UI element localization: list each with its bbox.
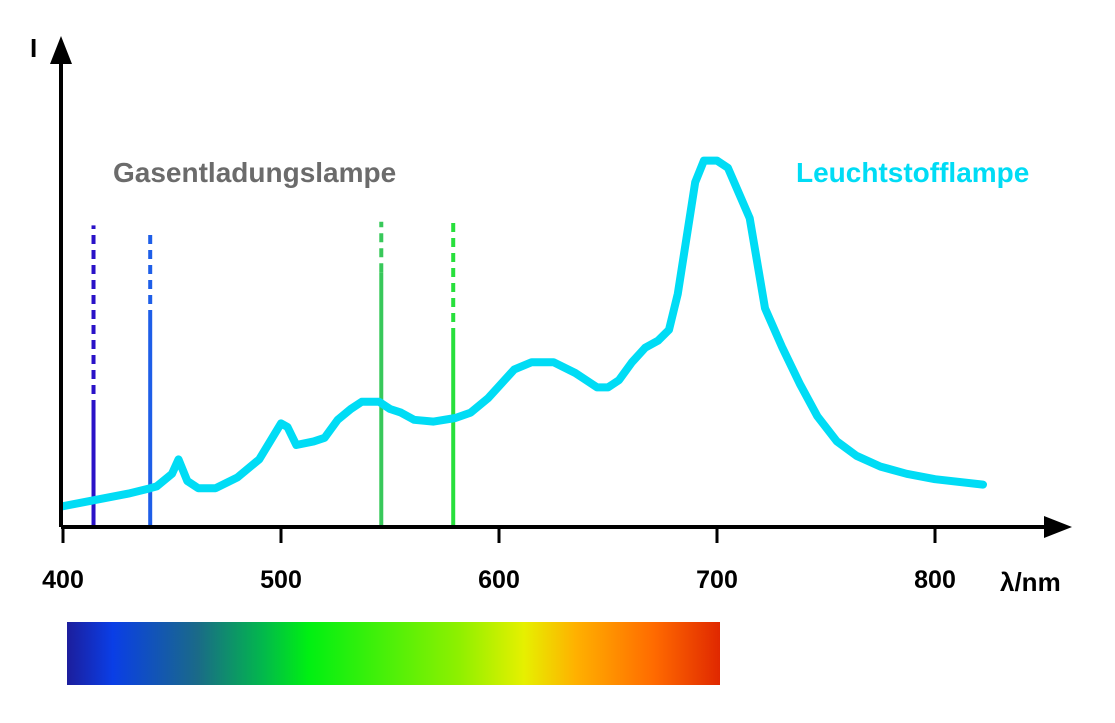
fluorescent-curve-layer <box>59 156 987 511</box>
x-tick-label: 400 <box>42 566 84 594</box>
x-tick-label: 800 <box>914 566 956 594</box>
visible-spectrum-bar <box>67 622 720 685</box>
y-axis-arrow-icon <box>50 36 72 64</box>
gas-discharge-lamp-label: Gasentladungslampe <box>113 157 396 188</box>
x-tick-label: 500 <box>260 566 302 594</box>
x-axis-arrow-icon <box>1044 516 1072 538</box>
x-ticks: 400 500 600 700 800 <box>42 527 956 594</box>
emission-lines <box>91 221 456 527</box>
x-axis-label: λ/nm <box>1000 567 1061 597</box>
x-tick-label: 600 <box>478 566 520 594</box>
fluorescent-lamp-curve <box>59 156 987 511</box>
y-axis-label: I <box>30 33 37 63</box>
axes <box>50 36 1072 538</box>
fluorescent-lamp-label: Leuchtstofflampe <box>796 157 1029 188</box>
x-tick-label: 700 <box>696 566 738 594</box>
